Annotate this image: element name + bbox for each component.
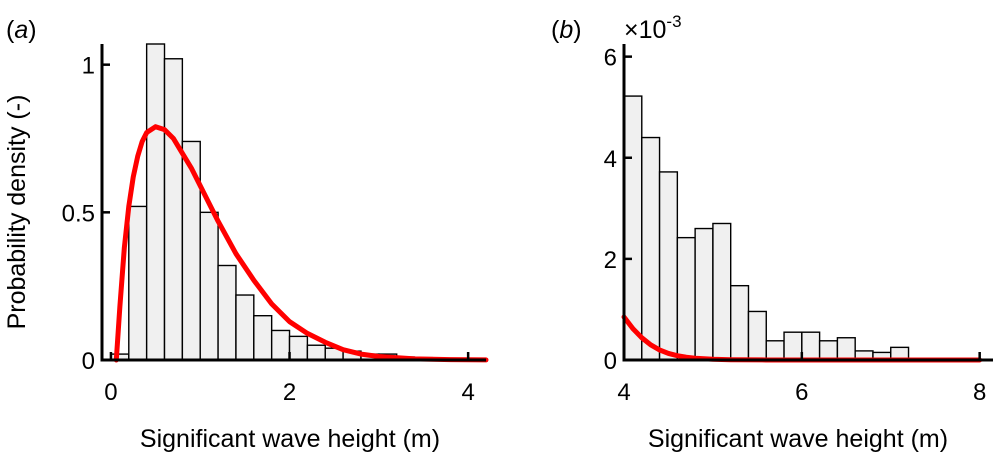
histogram-bar xyxy=(694,227,714,361)
panel-b: (b) ×10-3 4 6 8 0 2 4 6 Significant wave heig… xyxy=(551,12,993,453)
histogram-bar xyxy=(288,335,309,361)
histogram-bar xyxy=(818,340,839,361)
panel-b-axis-multiplier: ×10-3 xyxy=(624,12,682,44)
x-tick-label: 8 xyxy=(973,379,986,406)
histogram-bar xyxy=(783,331,803,361)
panel-b-y-ticks: 0 2 4 6 xyxy=(604,45,632,375)
y-tick-label: 1 xyxy=(82,53,95,80)
y-tick-label: 2 xyxy=(604,247,617,274)
panel-a-label: (a) xyxy=(6,16,37,44)
panel-b-bars xyxy=(623,95,910,361)
histogram-bar xyxy=(730,284,750,361)
y-tick-label: 4 xyxy=(604,146,617,173)
x-tick-label: 4 xyxy=(461,379,474,406)
histogram-bar xyxy=(676,236,696,361)
histogram-bar xyxy=(747,310,767,361)
histogram-bar xyxy=(712,222,732,361)
histogram-bar xyxy=(765,340,785,361)
panel-a-y-ticks: 00.51 xyxy=(62,53,110,375)
histogram-bar xyxy=(641,136,661,361)
histogram-bar xyxy=(235,294,255,361)
histogram-bar xyxy=(270,329,291,361)
y-tick-label: 0 xyxy=(604,348,617,375)
x-tick-label: 2 xyxy=(283,379,296,406)
histogram-bar xyxy=(801,331,821,361)
histogram-bar xyxy=(181,140,201,361)
histogram-bar xyxy=(163,58,184,361)
histogram-bar xyxy=(836,337,856,361)
y-tick-label: 6 xyxy=(604,45,617,72)
x-tick-label: 6 xyxy=(795,379,808,406)
histogram-bar xyxy=(253,315,273,361)
histogram-bar xyxy=(217,264,237,361)
panel-a-fit-curve xyxy=(113,124,489,363)
x-tick-label: 4 xyxy=(617,379,630,406)
panel-a-y-axis-label: Probability density (-) xyxy=(3,95,31,330)
x-tick-label: 0 xyxy=(104,379,117,406)
histogram-bar xyxy=(145,43,166,361)
panel-a-bars xyxy=(110,43,469,361)
y-tick-label: 0.5 xyxy=(62,200,95,227)
histogram-bar xyxy=(306,344,326,361)
panel-a-x-ticks: 0 2 4 xyxy=(104,352,475,406)
panel-b-label: (b) xyxy=(551,16,582,44)
y-tick-label: 0 xyxy=(82,348,95,375)
histogram-bar xyxy=(658,171,679,361)
panel-b-x-axis-label: Significant wave height (m) xyxy=(648,425,948,453)
histogram-bar xyxy=(128,205,148,361)
panel-b-x-ticks: 4 6 8 xyxy=(617,352,986,406)
histogram-bar xyxy=(199,211,219,361)
panel-a-x-axis-label: Significant wave height (m) xyxy=(140,425,440,453)
